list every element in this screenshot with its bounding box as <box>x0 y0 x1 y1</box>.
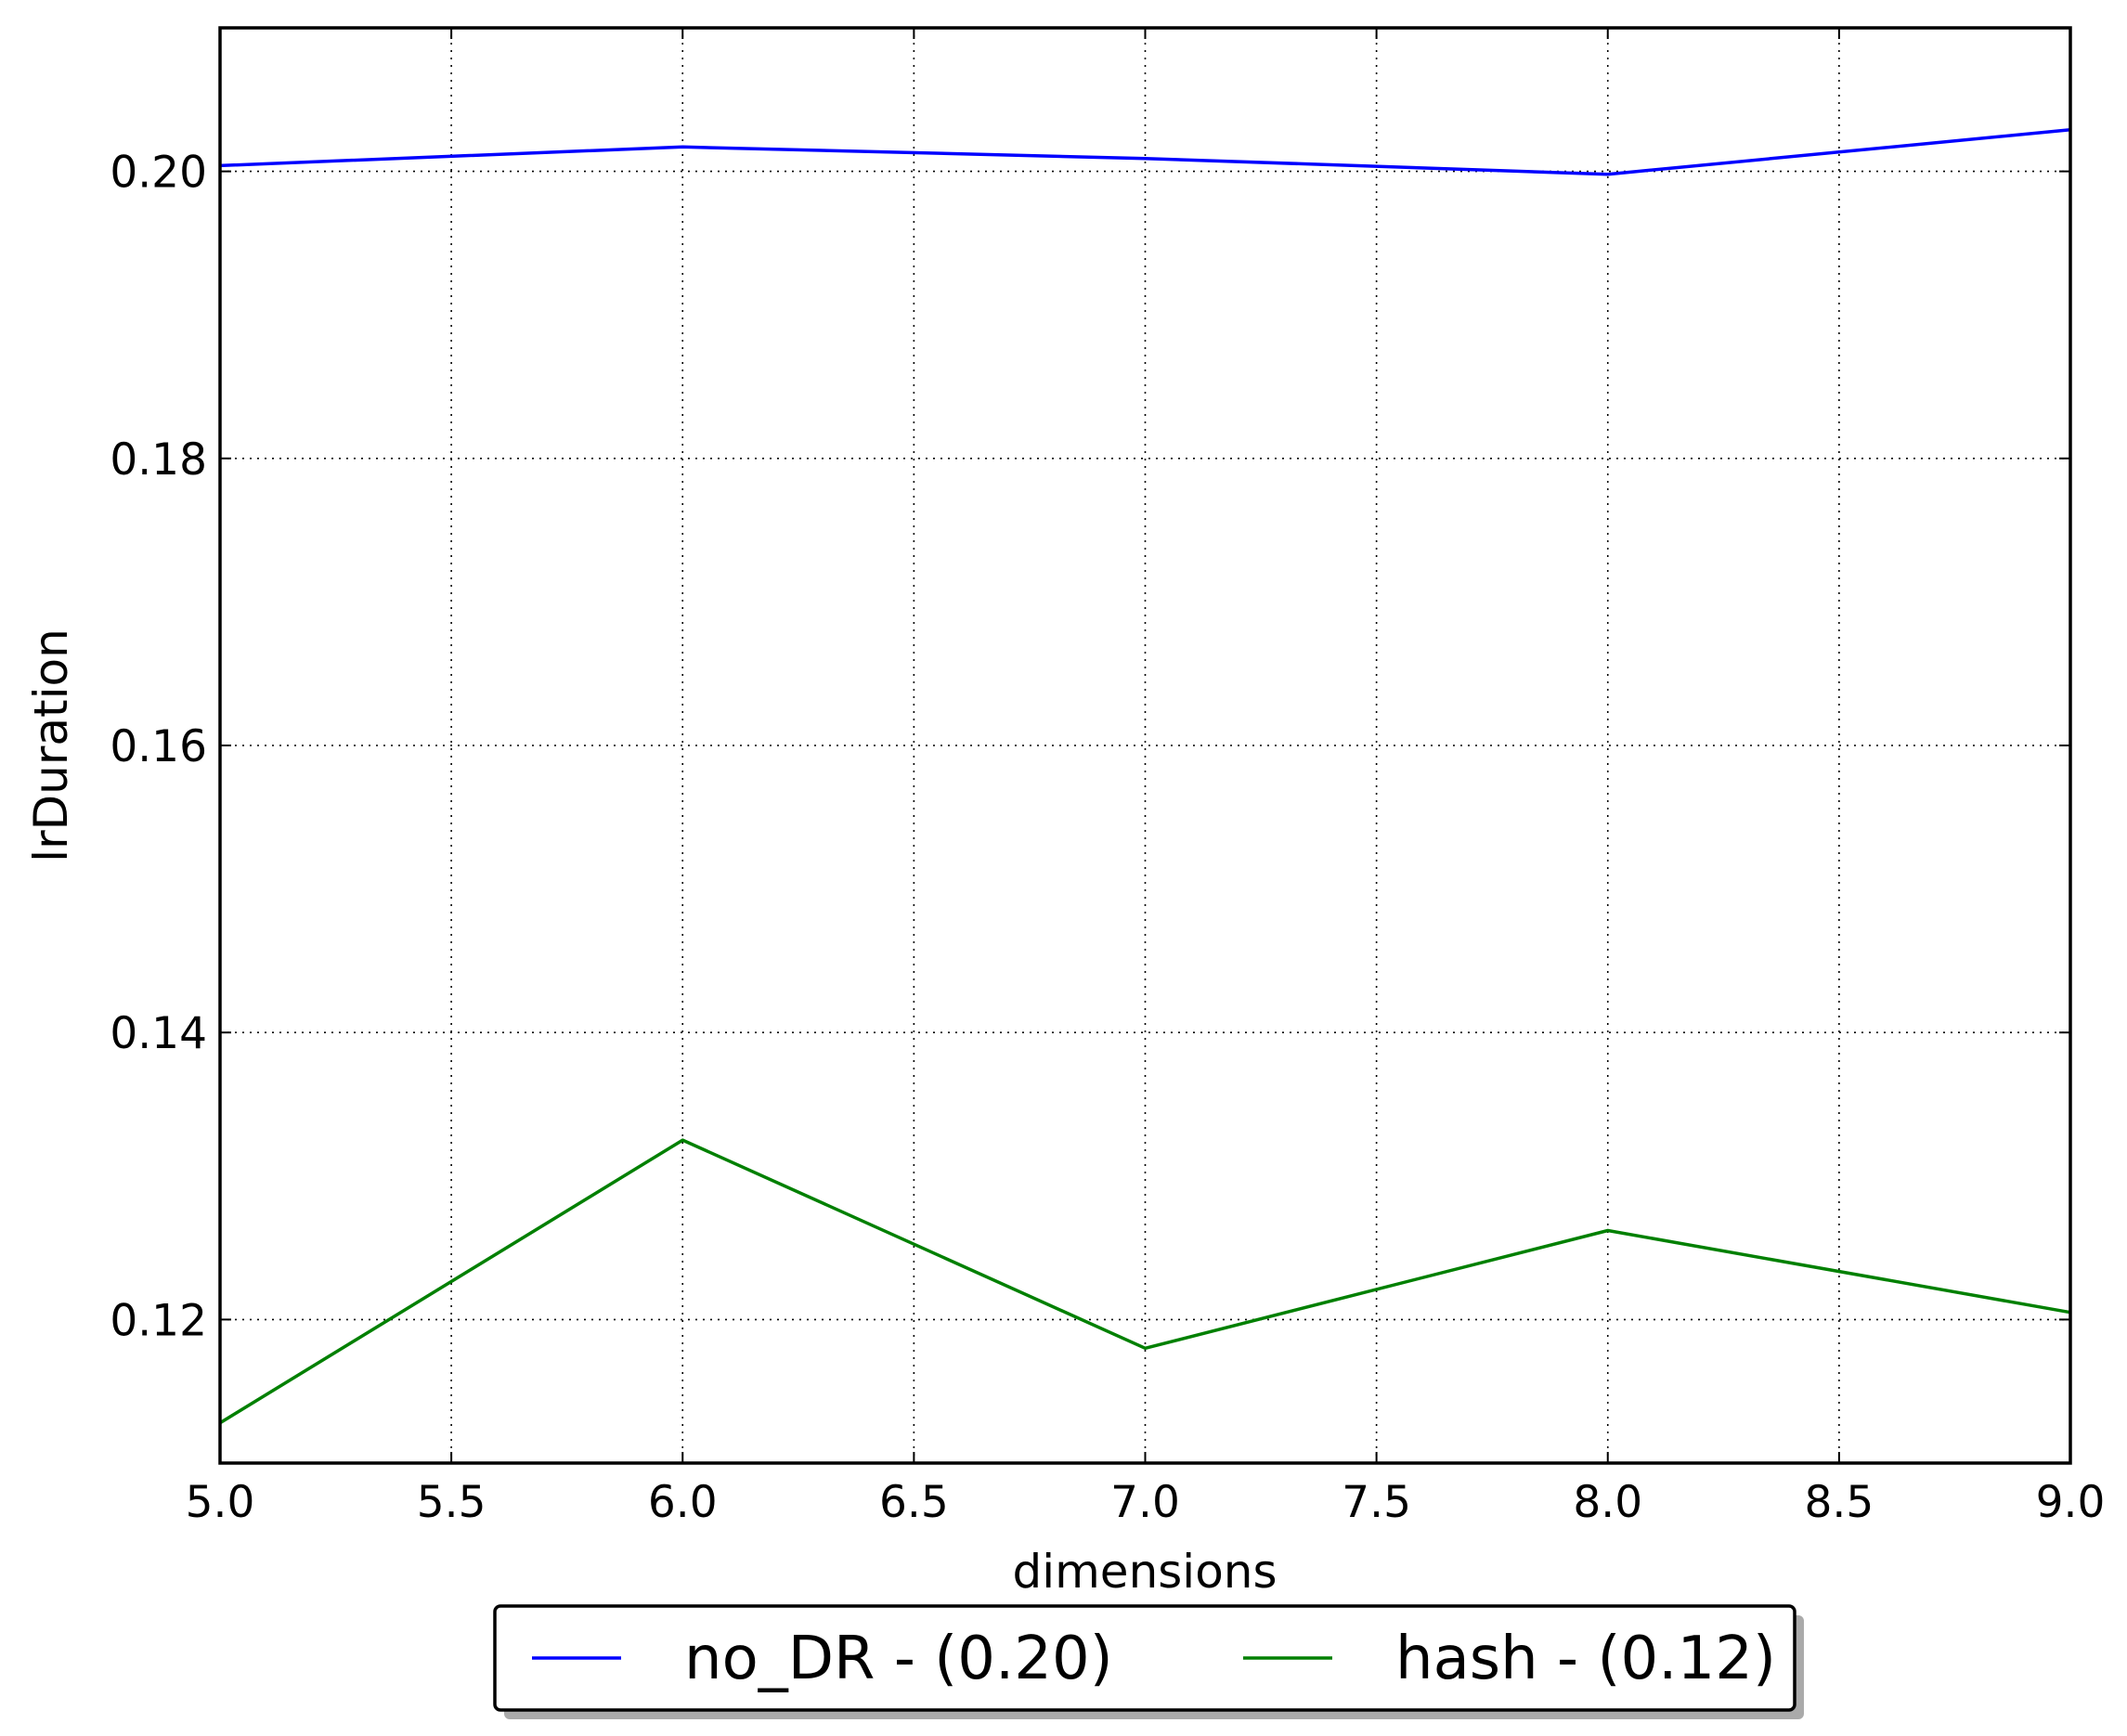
x-tick-label: 5.5 <box>417 1477 486 1528</box>
x-tick-label: 6.0 <box>648 1477 718 1528</box>
series-line-hash <box>219 1138 2071 1425</box>
y-tick-label: 0.20 <box>110 148 207 199</box>
grid-lines <box>220 28 2070 1463</box>
series-line-no-dr <box>219 128 2071 176</box>
x-tick-label: 8.0 <box>1573 1477 1642 1528</box>
x-tick-label: 6.5 <box>879 1477 949 1528</box>
x-tick-label: 5.0 <box>186 1477 255 1528</box>
x-tick-label: 7.5 <box>1342 1477 1411 1528</box>
y-tick-label: 0.12 <box>110 1295 207 1346</box>
plot-frame <box>218 26 2072 1465</box>
y-tick-label: 0.14 <box>110 1008 207 1059</box>
y-tick-label: 0.16 <box>110 721 207 772</box>
x-tick-label: 7.0 <box>1110 1477 1180 1528</box>
legend-label: no_DR - (0.20) <box>684 1625 1113 1693</box>
y-tick-labels: 0.12 0.14 0.16 0.18 0.20 <box>110 148 207 1347</box>
legend-box <box>493 1604 1796 1712</box>
x-tick-label: 9.0 <box>2036 1477 2106 1528</box>
legend: no_DR - (0.20) hash - (0.12) <box>493 1604 1804 1719</box>
x-tick-label: 8.5 <box>1805 1477 1874 1528</box>
x-tick-labels: 5.0 5.5 6.0 6.5 7.0 7.5 8.0 8.5 9.0 <box>186 1477 2106 1528</box>
x-axis-label: dimensions <box>1012 1545 1277 1599</box>
y-axis-label: lrDuration <box>24 628 78 862</box>
legend-label: hash - (0.12) <box>1395 1625 1776 1693</box>
y-tick-label: 0.18 <box>110 434 207 486</box>
series-lines <box>219 128 2071 1425</box>
axis-ticks <box>219 28 2071 1463</box>
